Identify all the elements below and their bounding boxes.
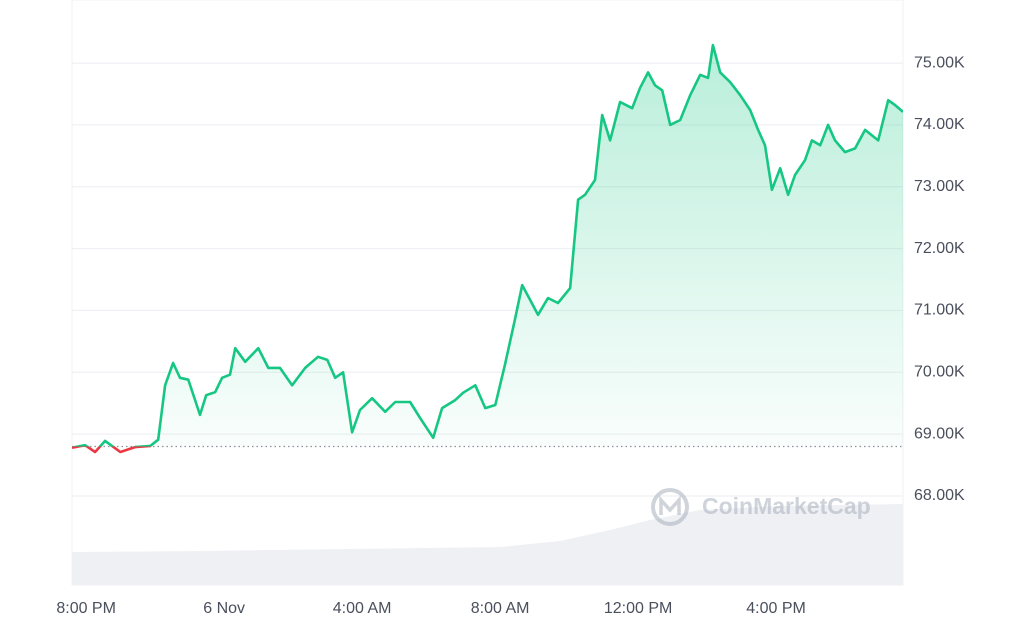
area-fill bbox=[78, 45, 903, 447]
x-tick-label: 8:00 AM bbox=[471, 600, 530, 617]
volume-area bbox=[72, 504, 903, 585]
y-tick-label: 71.00K bbox=[914, 302, 965, 319]
y-tick-label: 68.00K bbox=[914, 487, 965, 504]
x-tick-label: 12:00 PM bbox=[604, 600, 672, 617]
watermark: CoinMarketCap bbox=[651, 488, 871, 526]
y-tick-label: 72.00K bbox=[914, 240, 965, 257]
x-tick-label: 4:00 PM bbox=[746, 600, 806, 617]
x-tick-label: 6 Nov bbox=[203, 600, 245, 617]
x-tick-label: 4:00 AM bbox=[333, 600, 392, 617]
watermark-logo bbox=[651, 488, 689, 526]
x-tick-label: 8:00 PM bbox=[56, 600, 116, 617]
y-tick-label: 73.00K bbox=[914, 178, 965, 195]
y-tick-label: 74.00K bbox=[914, 116, 965, 133]
y-tick-label: 69.00K bbox=[914, 425, 965, 442]
watermark-logo-mark bbox=[659, 495, 681, 515]
y-tick-label: 70.00K bbox=[914, 363, 965, 380]
watermark-text: CoinMarketCap bbox=[702, 493, 871, 519]
y-tick-label: 75.00K bbox=[914, 54, 965, 71]
price-line bbox=[72, 43, 903, 447]
